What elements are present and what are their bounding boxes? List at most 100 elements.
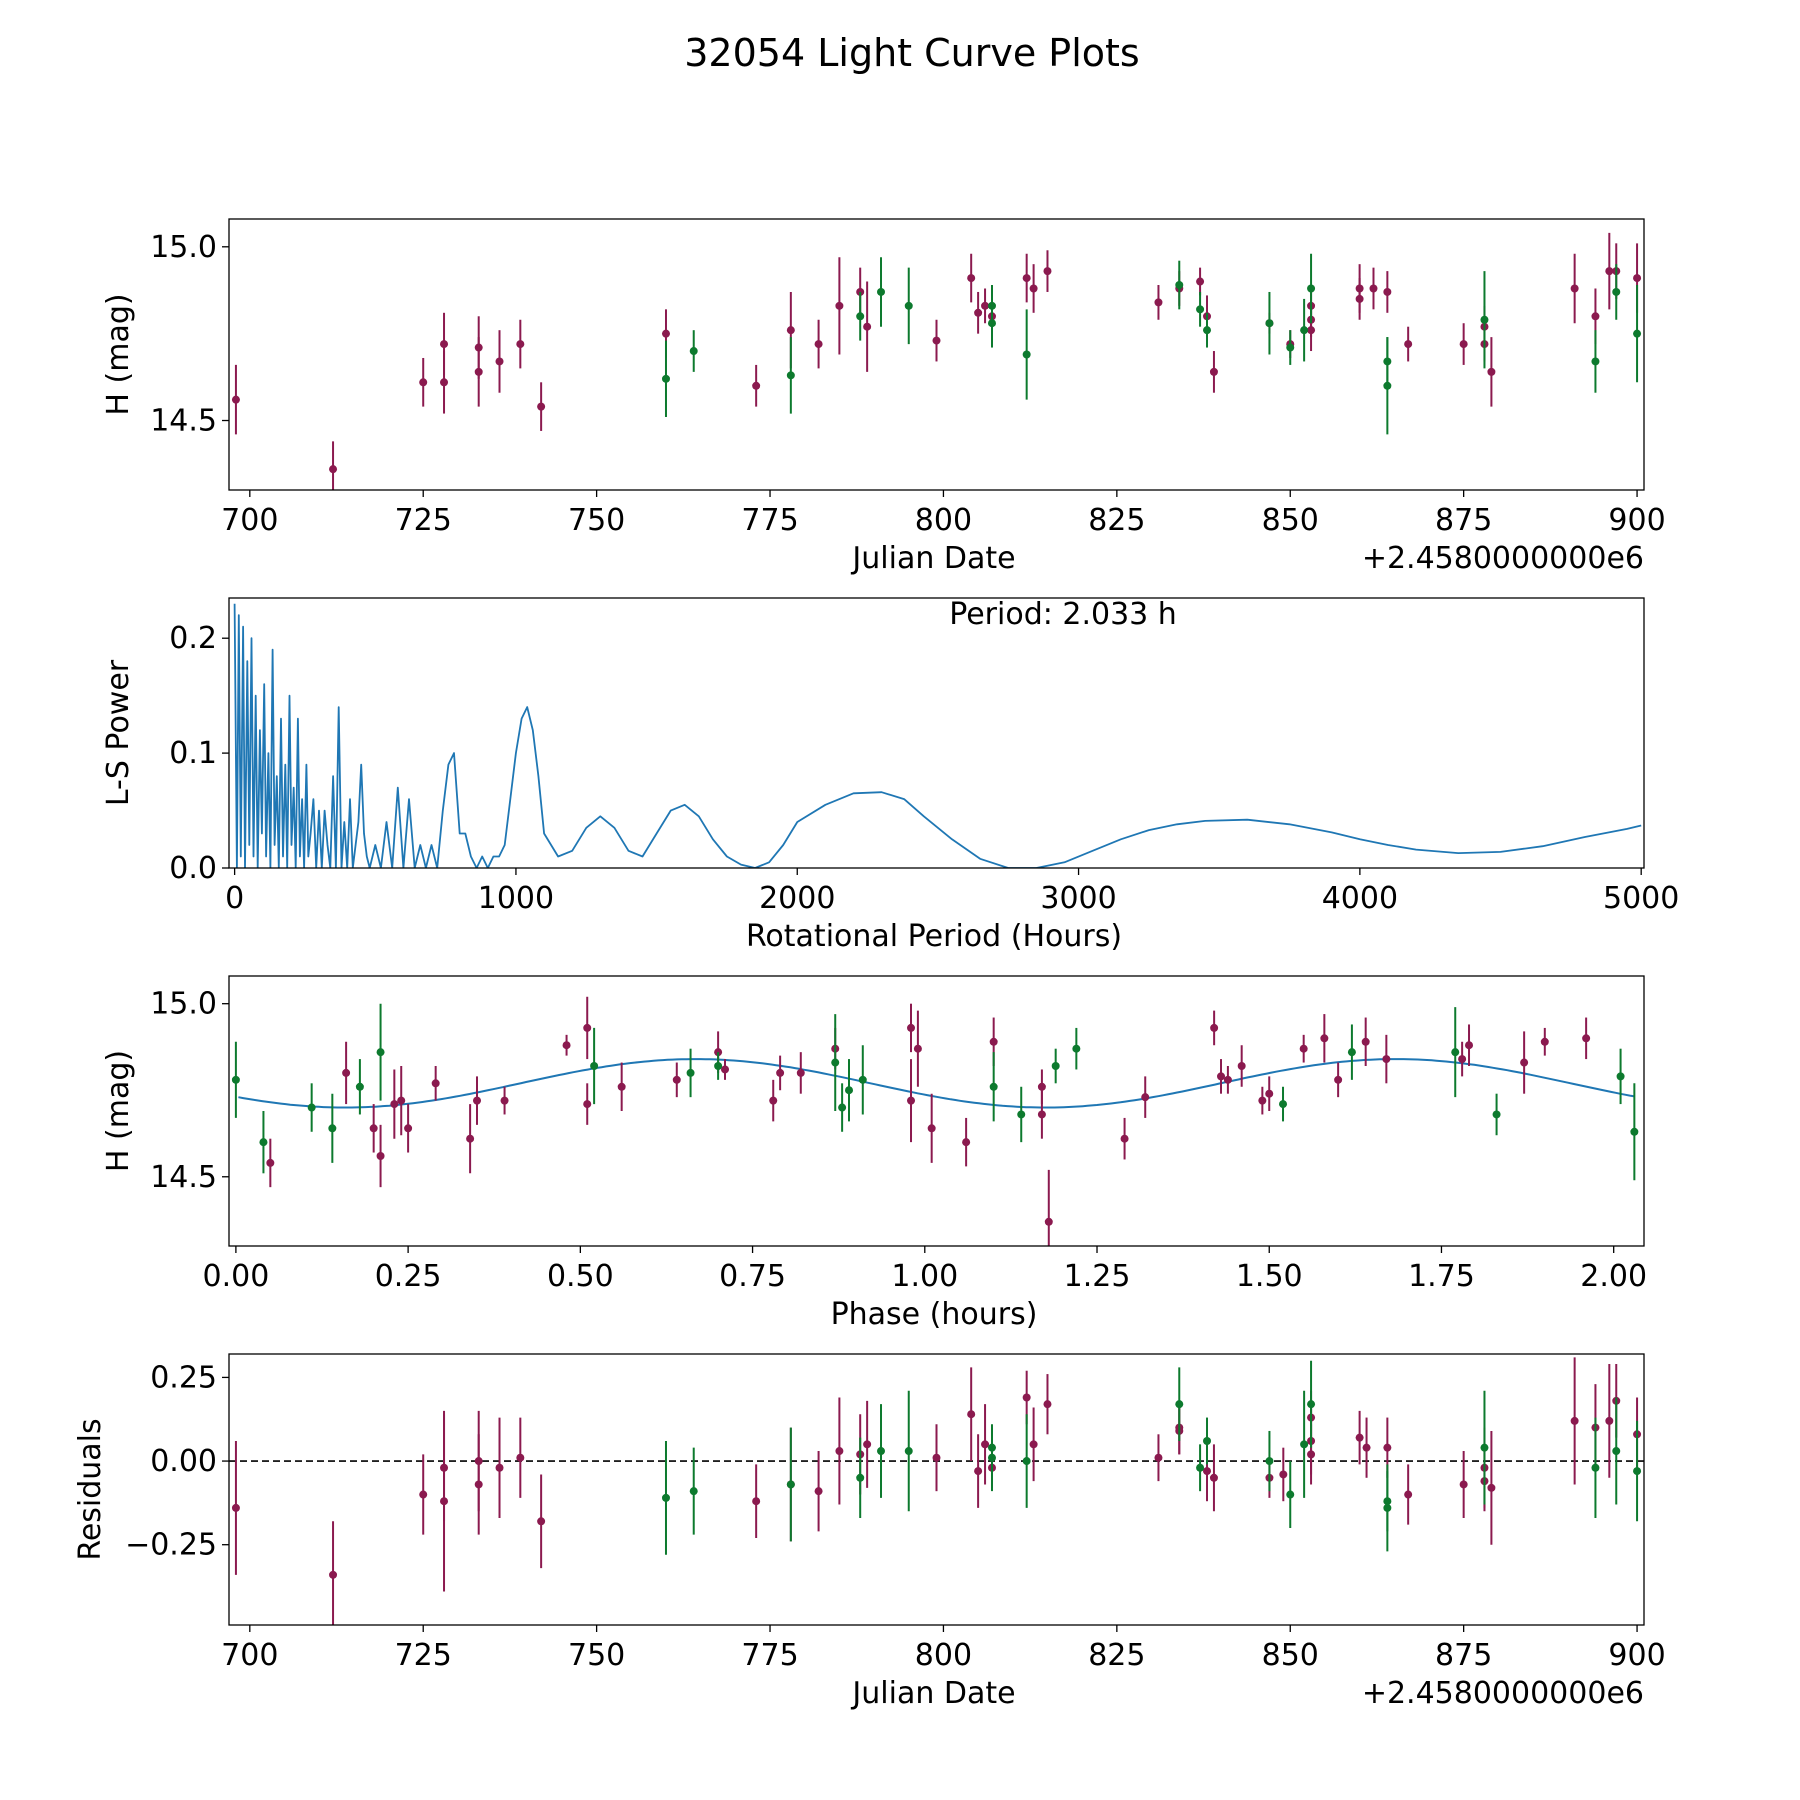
data-point bbox=[786, 371, 795, 380]
data-point bbox=[583, 1023, 592, 1032]
data-point bbox=[440, 378, 449, 387]
data-point bbox=[981, 301, 990, 310]
data-point bbox=[1480, 1443, 1489, 1452]
x-tick-label: 1.75 bbox=[1408, 1259, 1475, 1294]
data-point bbox=[1369, 284, 1378, 293]
x-tick-label: 725 bbox=[395, 1638, 452, 1673]
data-point bbox=[904, 1447, 913, 1456]
data-point bbox=[1209, 1473, 1218, 1482]
data-point bbox=[1383, 381, 1392, 390]
data-point bbox=[1492, 1110, 1501, 1119]
y-tick-label: 0.2 bbox=[169, 621, 217, 656]
data-point bbox=[1286, 1490, 1295, 1499]
data-point bbox=[369, 1124, 378, 1133]
x-tick-label: 725 bbox=[395, 503, 452, 538]
data-point bbox=[863, 1440, 872, 1449]
data-point bbox=[1591, 312, 1600, 321]
data-point bbox=[1383, 1503, 1392, 1512]
data-point bbox=[1616, 1072, 1625, 1081]
x-tick-label: 775 bbox=[741, 503, 798, 538]
data-point bbox=[1196, 277, 1205, 286]
data-point bbox=[786, 326, 795, 335]
panel-residuals: 700 725 750 775 800 825 850 875 900 0.25 0.00 −0.25… bbox=[73, 1353, 1666, 1711]
x-tick-label: 1000 bbox=[478, 881, 554, 916]
data-point bbox=[537, 1517, 546, 1526]
data-point bbox=[838, 1103, 847, 1112]
data-point bbox=[752, 1497, 761, 1506]
data-point bbox=[1307, 284, 1316, 293]
data-point bbox=[981, 1440, 990, 1449]
data-point bbox=[440, 1497, 449, 1506]
data-point bbox=[617, 1082, 626, 1091]
x-offset-label: +2.4580000000e6 bbox=[1362, 541, 1644, 576]
x-tick-label: 850 bbox=[1262, 503, 1319, 538]
x-tick-label: 825 bbox=[1088, 1638, 1145, 1673]
data-point bbox=[1307, 326, 1316, 335]
data-point bbox=[329, 1570, 338, 1579]
data-point bbox=[1154, 298, 1163, 307]
data-point bbox=[786, 1480, 795, 1489]
data-point bbox=[1458, 1055, 1467, 1064]
data-point bbox=[987, 1453, 996, 1462]
data-point bbox=[1072, 1044, 1081, 1053]
data-point bbox=[877, 1447, 886, 1456]
y-axis-label: Residuals bbox=[73, 1418, 108, 1560]
data-point bbox=[776, 1068, 785, 1077]
data-point bbox=[1605, 267, 1614, 276]
data-point bbox=[856, 312, 865, 321]
data-point bbox=[1286, 343, 1295, 352]
data-point bbox=[419, 378, 428, 387]
data-point bbox=[835, 301, 844, 310]
data-point bbox=[266, 1158, 275, 1167]
y-tick-label: −0.25 bbox=[125, 1528, 217, 1563]
data-point bbox=[342, 1068, 351, 1077]
data-point bbox=[863, 322, 872, 331]
data-point bbox=[1223, 1075, 1232, 1084]
data-point bbox=[1175, 281, 1184, 290]
axes-frame bbox=[228, 597, 1645, 869]
data-point bbox=[686, 1068, 695, 1077]
y-axis-label: H (mag) bbox=[101, 293, 136, 415]
data-point bbox=[1307, 1400, 1316, 1409]
power-line bbox=[233, 603, 1642, 868]
data-point bbox=[474, 1480, 483, 1489]
panel-lightcurve: 700 725 750 775 800 825 850 875 900 14.5 15.0 Julia… bbox=[101, 218, 1666, 576]
data-point bbox=[1043, 1400, 1052, 1409]
data-point bbox=[431, 1079, 440, 1088]
data-point bbox=[907, 1096, 916, 1105]
data-point bbox=[1361, 1037, 1370, 1046]
data-point bbox=[1570, 1416, 1579, 1425]
x-axis-label: Rotational Period (Hours) bbox=[746, 919, 1122, 954]
data-point bbox=[1487, 367, 1496, 376]
data-point bbox=[1612, 287, 1621, 296]
y-tick-label: 0.1 bbox=[169, 736, 217, 771]
data-point bbox=[877, 287, 886, 296]
data-point bbox=[1404, 340, 1413, 349]
data-point bbox=[1022, 1393, 1031, 1402]
data-point bbox=[440, 340, 449, 349]
data-point bbox=[1633, 1467, 1642, 1476]
data-point bbox=[796, 1068, 805, 1077]
data-point bbox=[516, 1453, 525, 1462]
x-tick-label: 700 bbox=[221, 1638, 278, 1673]
data-point bbox=[376, 1152, 385, 1160]
data-point bbox=[1029, 284, 1038, 293]
data-point bbox=[1210, 1023, 1219, 1032]
data-point bbox=[1022, 274, 1031, 283]
data-point bbox=[1203, 1467, 1212, 1476]
x-tick-label: 5000 bbox=[1603, 881, 1679, 916]
data-point bbox=[1383, 1443, 1392, 1452]
data-point bbox=[1465, 1041, 1474, 1050]
data-point bbox=[721, 1065, 730, 1074]
y-tick-label: 0.25 bbox=[150, 1360, 217, 1395]
data-point bbox=[473, 1096, 482, 1105]
x-tick-label: 1.00 bbox=[891, 1259, 958, 1294]
data-point bbox=[1022, 350, 1031, 359]
data-point bbox=[672, 1075, 681, 1084]
data-point bbox=[231, 1503, 240, 1512]
x-tick-label: 0 bbox=[225, 881, 244, 916]
x-axis-label: Phase (hours) bbox=[831, 1297, 1038, 1332]
data-point bbox=[516, 340, 525, 349]
data-point bbox=[390, 1100, 399, 1109]
plot-area bbox=[231, 232, 1642, 490]
